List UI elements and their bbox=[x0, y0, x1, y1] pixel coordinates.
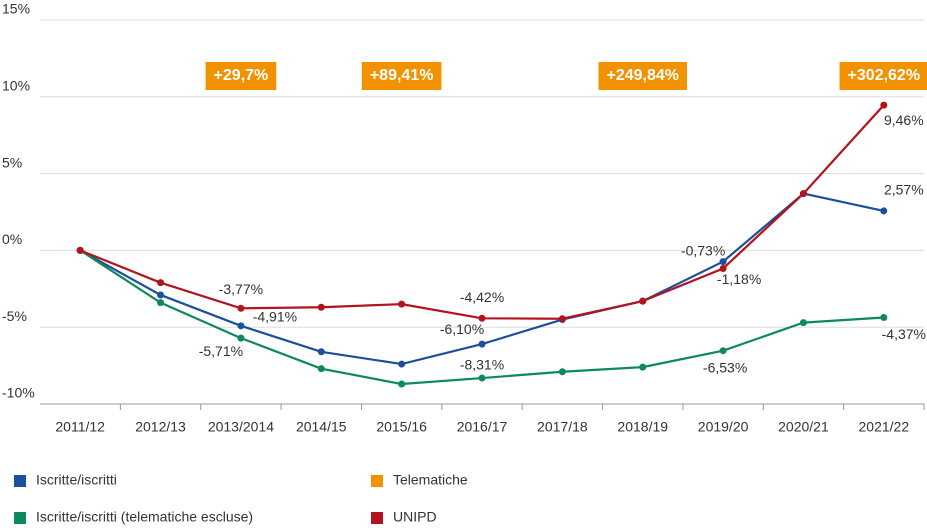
data-label: 9,46% bbox=[884, 112, 924, 128]
series-line bbox=[79, 104, 885, 320]
data-label: -1,18% bbox=[717, 271, 761, 287]
data-point bbox=[478, 340, 486, 348]
data-label: -8,31% bbox=[460, 357, 504, 373]
legend-label: Telematiche bbox=[393, 472, 468, 488]
data-point bbox=[157, 291, 165, 299]
annotation-label: +302,62% bbox=[848, 67, 921, 84]
data-point bbox=[398, 360, 406, 368]
x-tick-label: 2011/12 bbox=[55, 419, 105, 435]
legend-label: UNIPD bbox=[393, 509, 437, 525]
y-tick-label: 0% bbox=[2, 231, 22, 247]
data-point bbox=[880, 101, 888, 109]
y-tick-label: 10% bbox=[2, 78, 30, 94]
data-point bbox=[317, 348, 325, 356]
data-point bbox=[398, 300, 406, 308]
data-point bbox=[237, 304, 245, 312]
data-point bbox=[719, 265, 727, 273]
annotation-box bbox=[598, 62, 687, 90]
annotation-label: +249,84% bbox=[606, 67, 679, 84]
data-point bbox=[317, 365, 325, 373]
y-tick-label: 5% bbox=[2, 154, 22, 170]
data-point bbox=[478, 374, 486, 382]
data-label: 2,57% bbox=[884, 182, 924, 198]
data-point bbox=[157, 279, 165, 287]
annotation-label: +89,41% bbox=[370, 67, 434, 84]
x-tick-label: 2017/18 bbox=[537, 419, 588, 435]
data-point bbox=[880, 207, 888, 215]
data-label: -6,10% bbox=[440, 321, 484, 337]
x-tick-label: 2013/2014 bbox=[208, 419, 274, 435]
legend-label: Iscritte/iscritti (telematiche escluse) bbox=[36, 509, 253, 525]
annotation-label: +29,7% bbox=[214, 67, 269, 84]
data-label: -5,71% bbox=[199, 343, 243, 359]
legend-swatch bbox=[371, 512, 383, 524]
x-tick-label: 2018/19 bbox=[617, 419, 668, 435]
data-point bbox=[237, 334, 245, 342]
x-tick-label: 2012/13 bbox=[135, 419, 186, 435]
data-label: -4,91% bbox=[253, 309, 297, 325]
annotation-box bbox=[205, 62, 277, 90]
data-label: -3,77% bbox=[219, 281, 263, 297]
x-tick-label: 2021/22 bbox=[859, 419, 910, 435]
data-point bbox=[157, 299, 165, 307]
data-point bbox=[799, 319, 807, 327]
y-tick-label: -5% bbox=[2, 308, 27, 324]
legend-label: Iscritte/iscritti bbox=[36, 472, 117, 488]
data-point bbox=[639, 363, 647, 371]
x-tick-label: 2019/20 bbox=[698, 419, 749, 435]
data-point bbox=[880, 314, 888, 322]
data-label: -4,37% bbox=[882, 326, 926, 342]
x-tick-label: 2015/16 bbox=[376, 419, 427, 435]
data-point bbox=[558, 368, 566, 376]
series-line bbox=[79, 192, 885, 366]
data-label: -0,73% bbox=[681, 242, 725, 258]
data-point bbox=[76, 246, 84, 254]
data-point bbox=[719, 258, 727, 266]
data-label: -4,42% bbox=[460, 289, 504, 305]
x-tick-label: 2014/15 bbox=[296, 419, 347, 435]
data-point bbox=[639, 297, 647, 305]
y-tick-label: -10% bbox=[2, 385, 35, 401]
data-point bbox=[478, 314, 486, 322]
x-tick-label: 2020/21 bbox=[778, 419, 829, 435]
data-point bbox=[558, 315, 566, 323]
legend-swatch bbox=[14, 512, 26, 524]
data-point bbox=[398, 380, 406, 388]
data-point bbox=[317, 303, 325, 311]
legend-swatch bbox=[14, 475, 26, 487]
annotation-box bbox=[361, 62, 442, 90]
data-point bbox=[799, 190, 807, 198]
x-tick-label: 2016/17 bbox=[457, 419, 508, 435]
annotation-box bbox=[839, 62, 927, 90]
y-tick-label: 15% bbox=[2, 1, 30, 17]
data-point bbox=[719, 347, 727, 355]
data-point bbox=[237, 322, 245, 330]
data-label: -6,53% bbox=[703, 359, 747, 375]
legend-swatch bbox=[371, 475, 383, 487]
